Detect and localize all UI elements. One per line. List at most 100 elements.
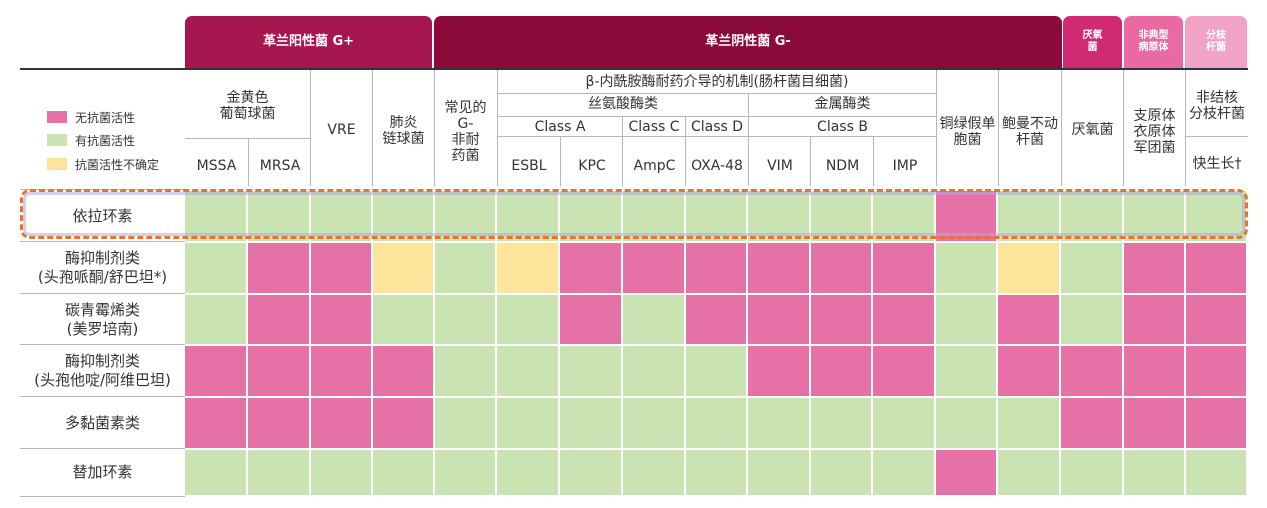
legend-swatch (47, 134, 67, 146)
column-label: OXA-48 (691, 158, 743, 174)
subheader-serine: 丝氨酸酶类 (588, 96, 658, 112)
row-label: 依拉环素 (72, 206, 133, 225)
matrix-cell (998, 295, 1059, 344)
matrix-cell (311, 450, 371, 495)
matrix-cell (686, 191, 746, 241)
legend-label: 无抗菌活性 (75, 110, 136, 125)
matrix-cell (686, 346, 746, 396)
matrix-cell (435, 450, 495, 495)
header-gram-negative: 革兰阴性菌 G- (434, 16, 1062, 68)
row-label: 多黏菌素类 (64, 413, 140, 432)
header-line (498, 136, 936, 137)
matrix-cell (311, 398, 371, 448)
matrix-cell (1124, 346, 1184, 396)
matrix-cell (873, 191, 934, 241)
header-vline (936, 70, 937, 186)
matrix-cell (623, 346, 684, 396)
matrix-cell (373, 295, 433, 344)
matrix-cell (1061, 295, 1122, 344)
matrix-cell (998, 450, 1059, 495)
matrix-cell (873, 398, 934, 448)
matrix-cell (373, 450, 433, 495)
matrix-cell (560, 346, 621, 396)
header-vline (1123, 70, 1124, 186)
row-divider (20, 344, 185, 345)
subheader-acinetobacter: 鲍曼不动 杆菌 (1002, 116, 1058, 148)
header-vline (1185, 70, 1186, 186)
matrix-cell (248, 346, 309, 396)
matrix-cell (811, 191, 871, 241)
subheader-staph: 金黄色 葡萄球菌 (219, 90, 276, 122)
matrix-cell (248, 243, 309, 293)
header-anaerobe: 厌氧 菌 (1063, 16, 1122, 68)
header-vline (685, 116, 686, 186)
row-label: 替加环素 (72, 463, 133, 481)
matrix-cell (623, 243, 684, 293)
matrix-cell (998, 243, 1059, 293)
column-label: IMP (892, 158, 918, 174)
matrix-cell (497, 191, 558, 241)
subheader-pseudomonas: 铜绿假单 胞菌 (939, 116, 996, 148)
row-divider (20, 396, 185, 397)
subheader-ntm: 非结核 分枝杆菌 (1189, 90, 1245, 122)
matrix-cell (435, 346, 495, 396)
matrix-cell (748, 295, 809, 344)
legend-label: 抗菌活性不确定 (75, 157, 160, 172)
row-label: 酶抑制剂类 (头孢他啶/阿维巴坦) (34, 352, 171, 389)
subheader-strep: 肺炎 链球菌 (382, 115, 425, 147)
matrix-cell (873, 295, 934, 344)
matrix-cell (185, 450, 246, 495)
matrix-cell (373, 191, 433, 241)
matrix-cell (936, 295, 996, 344)
matrix-cell (435, 295, 495, 344)
header-vline (560, 137, 561, 186)
column-label: MSSA (196, 158, 237, 174)
matrix-cell (811, 346, 871, 396)
matrix-cell (373, 398, 433, 448)
matrix-cell (748, 398, 809, 448)
matrix-cell (811, 398, 871, 448)
column-label: KPC (578, 158, 606, 174)
matrix-cell (248, 398, 309, 448)
matrix-cell (936, 398, 996, 448)
subheader-common-gneg: 常见的 G- 非耐 药菌 (444, 100, 487, 164)
row-divider (20, 293, 185, 294)
legend-swatch (47, 158, 67, 170)
header-vline (310, 70, 311, 186)
matrix-cell (560, 243, 621, 293)
header-line (1186, 136, 1248, 137)
matrix-cell (748, 450, 809, 495)
matrix-cell (1061, 398, 1122, 448)
header-vline (622, 116, 623, 186)
matrix-cell (435, 243, 495, 293)
matrix-cell (248, 450, 309, 495)
matrix-cell (560, 295, 621, 344)
matrix-cell (1186, 295, 1246, 344)
matrix-cell (936, 450, 996, 495)
subheader-class-a: Class A (534, 119, 586, 135)
matrix-cell (1061, 191, 1122, 241)
matrix-cell (560, 191, 621, 241)
header-vline (748, 93, 749, 186)
matrix-cell (248, 191, 309, 241)
header-vline (998, 70, 999, 186)
matrix-cell (1186, 450, 1246, 495)
legend-swatch (47, 111, 67, 123)
header-vline (248, 138, 249, 186)
matrix-cell (748, 346, 809, 396)
matrix-cell (748, 243, 809, 293)
matrix-cell (998, 346, 1059, 396)
subheader-class-d: Class D (690, 119, 744, 135)
matrix-cell (811, 243, 871, 293)
subheader-beta-lactamase: β-内酰胺酶耐药介导的机制(肠杆菌目细菌) (585, 74, 849, 90)
matrix-cell (248, 295, 309, 344)
matrix-cell (1186, 346, 1246, 396)
matrix-cell (623, 295, 684, 344)
header-vline (372, 70, 373, 186)
matrix-cell (623, 450, 684, 495)
column-label: AmpC (633, 158, 676, 174)
header-gram-positive: 革兰阳性菌 G+ (185, 16, 432, 68)
header-line (498, 93, 936, 94)
matrix-cell (185, 243, 246, 293)
header-line (185, 138, 310, 139)
